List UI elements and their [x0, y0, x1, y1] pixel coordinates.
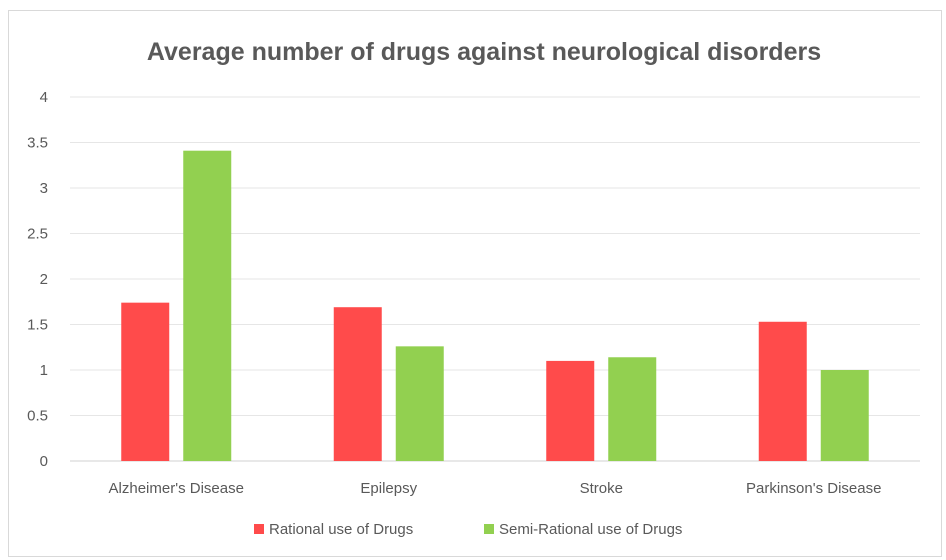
y-tick-label: 0.5: [27, 408, 48, 425]
bar-rational-0: [121, 302, 170, 461]
bar-semi-rational-0: [183, 150, 232, 461]
chart-frame: [8, 10, 942, 557]
y-tick-label: 3: [40, 180, 48, 197]
legend-swatch-1: [484, 524, 494, 534]
bar-rational-3: [758, 321, 807, 461]
bar-rational-1: [333, 307, 382, 461]
bar-semi-rational-2: [608, 357, 657, 461]
y-tick-label: 1: [40, 362, 48, 379]
bar-semi-rational-3: [820, 370, 869, 461]
chart-title: Average number of drugs against neurolog…: [147, 38, 821, 66]
y-tick-label: 3.5: [27, 135, 48, 152]
y-axis-ticks: 0 0.5 1 1.5 2 2.5 3 3.5 4: [27, 89, 48, 470]
x-axis-categories: Alzheimer's Disease Epilepsy Stroke Parkins…: [109, 480, 882, 497]
bars: [121, 150, 869, 461]
legend: Rational use of Drugs Semi-Rational use o…: [254, 521, 682, 538]
bar-semi-rational-1: [395, 346, 444, 461]
x-category-label: Epilepsy: [360, 480, 417, 497]
x-category-label: Parkinson's Disease: [746, 480, 881, 497]
legend-label-1: Semi-Rational use of Drugs: [499, 521, 682, 538]
legend-swatch-0: [254, 524, 264, 534]
y-tick-label: 1.5: [27, 317, 48, 334]
y-tick-label: 2.5: [27, 226, 48, 243]
x-category-label: Alzheimer's Disease: [109, 480, 244, 497]
x-category-label: Stroke: [580, 480, 623, 497]
y-tick-label: 0: [40, 453, 48, 470]
legend-label-0: Rational use of Drugs: [269, 521, 413, 538]
y-tick-label: 4: [40, 89, 48, 106]
bar-rational-2: [546, 360, 595, 461]
y-tick-label: 2: [40, 271, 48, 288]
